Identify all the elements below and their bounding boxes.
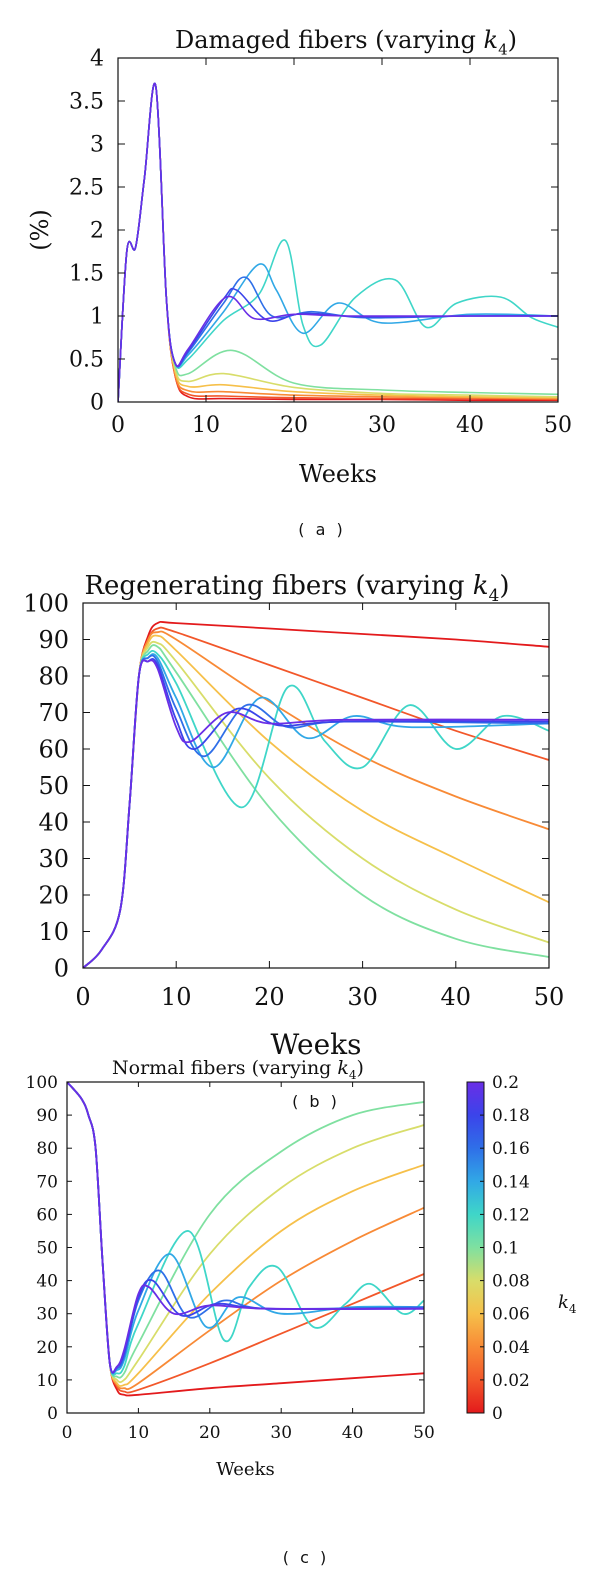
x-tick-label: 0 [111, 413, 125, 438]
y-axis-label: (%) [26, 209, 54, 251]
x-tick-label: 50 [544, 413, 572, 438]
colorbar-tick-label: 0.1 [492, 1239, 519, 1259]
series-line-10 [83, 659, 549, 968]
y-tick-label: 3 [90, 133, 104, 158]
x-tick-label: 40 [456, 413, 484, 438]
x-tick-label: 50 [534, 983, 565, 1011]
y-tick-label: 2.5 [69, 176, 104, 201]
y-tick-label: 70 [38, 699, 69, 727]
x-axis-label: Weeks [216, 1459, 274, 1480]
series-line-10 [118, 82, 558, 402]
x-tick-label: 40 [441, 983, 472, 1011]
y-tick-label: 100 [26, 1073, 58, 1093]
colorbar-tick-label: 0.2 [492, 1073, 519, 1093]
y-tick-label: 80 [38, 662, 69, 690]
y-tick-label: 60 [36, 1205, 58, 1225]
y-tick-label: 0 [54, 954, 69, 982]
series-line-10 [67, 1082, 424, 1374]
colorbar-tick-label: 0.14 [492, 1172, 530, 1192]
panel-label-a: ( a ) [298, 520, 345, 539]
series-group [67, 1082, 424, 1397]
colorbar-tick-label: 0.18 [492, 1106, 530, 1126]
y-tick-label: 70 [36, 1172, 58, 1192]
y-tick-label: 40 [38, 808, 69, 836]
y-tick-label: 0 [47, 1404, 58, 1424]
chart-title: Damaged fibers (varying k4) [175, 26, 517, 59]
x-tick-label: 10 [161, 983, 192, 1011]
panel-label-b: ( b ) [292, 1092, 340, 1111]
y-tick-label: 2 [90, 219, 104, 244]
y-tick-label: 100 [23, 589, 69, 617]
y-tick-label: 90 [36, 1106, 58, 1126]
series-line-1 [83, 626, 549, 968]
colorbar-tick-label: 0.08 [492, 1272, 530, 1292]
series-line-6 [83, 650, 549, 968]
y-tick-label: 4 [90, 47, 104, 72]
x-tick-label: 20 [254, 983, 285, 1011]
x-tick-label: 40 [342, 1423, 364, 1443]
chart-title: Regenerating fibers (varying k4) [84, 571, 509, 606]
colorbar-tick-label: 0.02 [492, 1371, 530, 1391]
colorbar-tick-label: 0 [492, 1404, 503, 1424]
y-tick-label: 1.5 [69, 262, 104, 287]
x-tick-label: 30 [270, 1423, 292, 1443]
x-tick-label: 20 [199, 1423, 221, 1443]
x-tick-label: 10 [128, 1423, 150, 1443]
series-line-8 [67, 1082, 424, 1374]
y-tick-label: 80 [36, 1139, 58, 1159]
plot-frame [82, 602, 550, 969]
x-axis-label: Weeks [271, 1028, 362, 1061]
x-tick-label: 0 [75, 983, 90, 1011]
series-line-7 [83, 653, 549, 968]
series-line-8 [83, 654, 549, 968]
y-tick-label: 30 [36, 1305, 58, 1325]
panel-label-c: ( c ) [283, 1548, 329, 1567]
colorbar: 0 0.02 0.04 0.06 0.08 0.1 0.12 0.14 0.16 0.18 0.2 k… [466, 1073, 577, 1424]
y-tick-label: 50 [38, 772, 69, 800]
series-group [83, 620, 549, 968]
x-tick-label: 20 [280, 413, 308, 438]
y-tick-label: 20 [36, 1338, 58, 1358]
y-tick-label: 30 [38, 845, 69, 873]
colorbar-tick-label: 0.12 [492, 1205, 530, 1225]
y-tick-label: 10 [38, 918, 69, 946]
x-tick-label: 50 [413, 1423, 435, 1443]
series-line-5 [67, 1082, 424, 1379]
colorbar-tick-label: 0.16 [492, 1139, 530, 1159]
plot-frame [117, 57, 559, 403]
x-tick-label: 30 [347, 983, 378, 1011]
y-tick-label: 20 [38, 881, 69, 909]
colorbar-label: k4 [558, 1292, 577, 1316]
y-tick-label: 60 [38, 735, 69, 763]
chart-title: Normal fibers (varying k4) [112, 1057, 364, 1082]
series-line-9 [83, 658, 549, 968]
series-line-0 [83, 620, 549, 968]
x-axis-label: Weeks [299, 460, 377, 488]
y-tick-label: 1 [90, 305, 104, 330]
chart-damaged-fibers: Damaged fibers (varying k4) 0 10 20 30 40 50 0 0… [26, 26, 572, 488]
chart-normal-fibers: Normal fibers (varying k4) 0 10 20 30 40 50 0 10… [26, 1057, 435, 1480]
x-tick-label: 10 [192, 413, 220, 438]
series-line-7 [67, 1082, 424, 1375]
chart-regenerating-fibers: Regenerating fibers (varying k4) 0 10 20 30 4… [23, 571, 564, 1061]
colorbar-tick-label: 0.06 [492, 1305, 530, 1325]
x-tick-label: 30 [368, 413, 396, 438]
series-line-2 [67, 1082, 424, 1391]
series-line-3 [67, 1082, 424, 1387]
colorbar-tick-label: 0.04 [492, 1338, 530, 1358]
y-tick-label: 90 [38, 626, 69, 654]
x-tick-label: 0 [62, 1423, 73, 1443]
y-tick-label: 0 [90, 391, 104, 416]
y-tick-label: 40 [36, 1272, 58, 1292]
series-line-9 [67, 1082, 424, 1374]
series-line-1 [67, 1082, 424, 1394]
y-tick-label: 3.5 [69, 90, 104, 115]
y-tick-label: 0.5 [69, 348, 104, 373]
series-group [118, 82, 558, 402]
series-line-6 [67, 1082, 424, 1376]
y-tick-label: 10 [36, 1371, 58, 1391]
y-tick-label: 50 [36, 1238, 58, 1258]
